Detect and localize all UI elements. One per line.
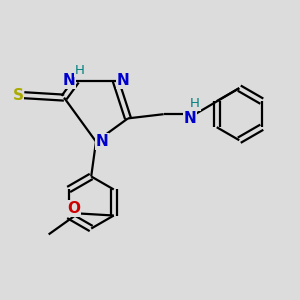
Text: S: S [13,88,24,103]
Text: N: N [96,134,108,149]
Text: N: N [184,112,197,127]
Text: O: O [67,201,80,216]
Text: H: H [190,97,200,110]
Text: N: N [117,73,129,88]
Text: N: N [63,73,75,88]
Text: H: H [75,64,85,76]
